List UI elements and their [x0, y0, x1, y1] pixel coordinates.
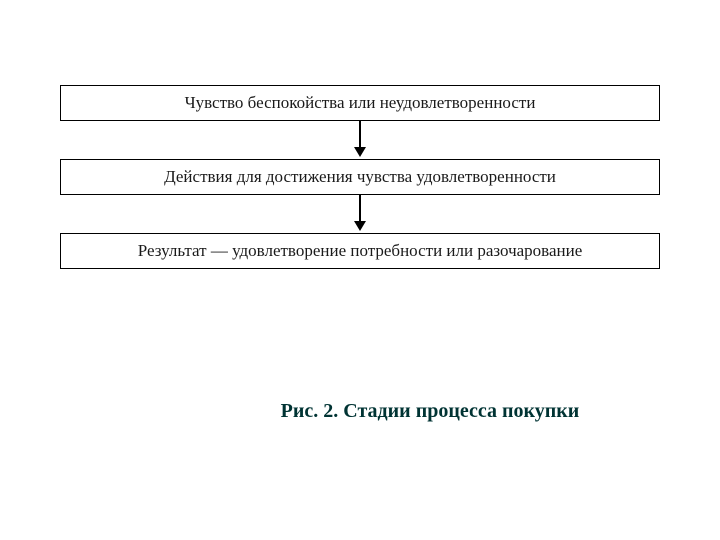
arrow-2: [60, 195, 660, 233]
figure-caption: Рис. 2. Стадии процесса покупки: [0, 400, 720, 423]
arrow-2-line: [359, 195, 361, 223]
arrow-1: [60, 121, 660, 159]
stage-box-1: Чувство беспокойства или неудовлетворенн…: [60, 85, 660, 121]
arrow-1-line: [359, 121, 361, 149]
stage-box-2: Действия для достижения чувства удовлетв…: [60, 159, 660, 195]
stage-2-label: Действия для достижения чувства удовлетв…: [164, 167, 556, 186]
stage-1-label: Чувство беспокойства или неудовлетворенн…: [185, 93, 536, 112]
caption-text: Рис. 2. Стадии процесса покупки: [281, 400, 580, 422]
flowchart-container: Чувство беспокойства или неудовлетворенн…: [60, 85, 660, 269]
stage-3-label: Результат — удовлетворение потребности и…: [138, 241, 583, 260]
arrow-1-head: [354, 147, 366, 157]
stage-box-3: Результат — удовлетворение потребности и…: [60, 233, 660, 269]
arrow-2-head: [354, 221, 366, 231]
